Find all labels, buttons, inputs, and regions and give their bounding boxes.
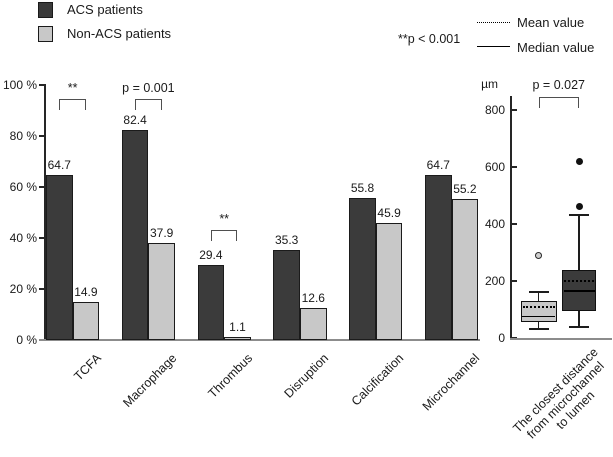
significance-bracket-tcfa <box>59 99 86 111</box>
bar-y-tick <box>39 237 44 239</box>
bar-y-tick-label: 20 % <box>9 282 37 296</box>
bar-y-tick-label: 80 % <box>9 129 37 143</box>
bar-baseline <box>39 339 480 341</box>
legend-label-acs: ACS patients <box>67 2 143 17</box>
bar-acs-disruption <box>273 249 300 340</box>
bar-value-label: 64.7 <box>47 158 71 172</box>
bar-y-tick <box>39 288 44 290</box>
bar-acs-thrombus <box>197 265 225 340</box>
box-y-tick-label: 600 <box>484 160 505 174</box>
box-non-acs <box>520 300 557 323</box>
median-line-sample <box>477 46 510 47</box>
bar-non-acs-tcfa <box>72 302 100 340</box>
box-y-tick <box>511 166 517 168</box>
legend-swatch-acs <box>38 2 53 18</box>
median-line-non-acs <box>522 315 555 318</box>
whisker-cap-high-non-acs <box>528 291 549 294</box>
median-line-acs <box>563 290 595 292</box>
bar-non-acs-macrophage <box>148 243 175 340</box>
box-y-tick-label: 0 <box>498 331 505 345</box>
series-legend: ACS patients Non-ACS patients <box>0 0 250 50</box>
bar-acs-macrophage <box>121 129 149 340</box>
significance-bracket-boxplot <box>538 97 579 109</box>
significance-bracket-macrophage <box>135 99 162 111</box>
median-line-label: Median value <box>517 40 595 55</box>
mean-line-label: Mean value <box>517 15 585 30</box>
whisker-cap-low-acs <box>569 325 589 328</box>
significance-label-thrombus: ** <box>219 212 230 227</box>
mean-line-non-acs <box>522 306 555 309</box>
bar-y-tick <box>39 186 44 188</box>
mean-line-sample <box>477 22 510 23</box>
bar-y-axis <box>44 84 46 340</box>
significance-label-tcfa: ** <box>67 81 78 96</box>
box-baseline <box>510 338 612 340</box>
bar-non-acs-disruption <box>300 307 327 340</box>
significance-note: **p < 0.001 <box>398 32 461 46</box>
legend-label-non-acs: Non-ACS patients <box>67 26 172 41</box>
box-y-tick-label: 800 <box>484 103 505 117</box>
bar-y-tick <box>39 84 44 86</box>
bar-acs-tcfa <box>46 175 73 340</box>
bar-acs-microchannel <box>425 175 452 340</box>
significance-label-boxplot: p = 0.027 <box>532 78 585 93</box>
box-y-tick <box>511 280 517 282</box>
bar-non-acs-calcification <box>375 222 403 340</box>
bar-value-label: 14.9 <box>74 285 98 299</box>
whisker-cap-low-non-acs <box>528 328 549 331</box>
bar-value-label: 82.4 <box>123 112 147 127</box>
box-y-tick-label: 200 <box>484 274 505 288</box>
bar-y-tick-label: 60 % <box>9 180 37 194</box>
bar-value-label: 12.6 <box>301 290 325 305</box>
bar-value-label: 37.9 <box>150 226 174 241</box>
box-x-axis-label: The closest distance from microchannel to … <box>510 345 613 455</box>
box-y-tick-label: 400 <box>484 217 505 231</box>
bar-value-label: 45.9 <box>377 205 401 220</box>
mean-line-acs <box>564 280 594 282</box>
box-unit-label: µm <box>481 77 498 91</box>
legend-swatch-non-acs <box>38 26 53 42</box>
bar-y-tick-label: 40 % <box>9 231 37 245</box>
bar-non-acs-microchannel <box>451 199 479 340</box>
box-y-axis <box>510 96 512 339</box>
bar-y-tick-label: 0 % <box>16 333 37 347</box>
bar-value-label: 1.1 <box>229 320 246 335</box>
bar-value-label: 29.4 <box>199 248 223 263</box>
outlier-non-acs <box>535 251 542 259</box>
bar-y-tick <box>39 135 44 137</box>
box-y-tick <box>511 223 517 225</box>
bar-y-tick-label: 100 % <box>2 78 37 92</box>
significance-label-macrophage: p = 0.001 <box>122 81 175 96</box>
bar-value-label: 55.2 <box>453 182 477 197</box>
outlier-acs <box>575 203 583 211</box>
bar-value-label: 55.8 <box>350 180 375 195</box>
whisker-cap-high-acs <box>569 214 589 217</box>
bar-acs-calcification <box>349 197 376 340</box>
bar-value-label: 35.3 <box>275 232 299 247</box>
significance-bracket-thrombus <box>210 230 238 242</box>
outlier-acs <box>575 157 583 165</box>
bar-non-acs-thrombus <box>224 337 251 340</box>
box-y-tick <box>511 109 517 111</box>
bar-value-label: 64.7 <box>426 158 450 172</box>
